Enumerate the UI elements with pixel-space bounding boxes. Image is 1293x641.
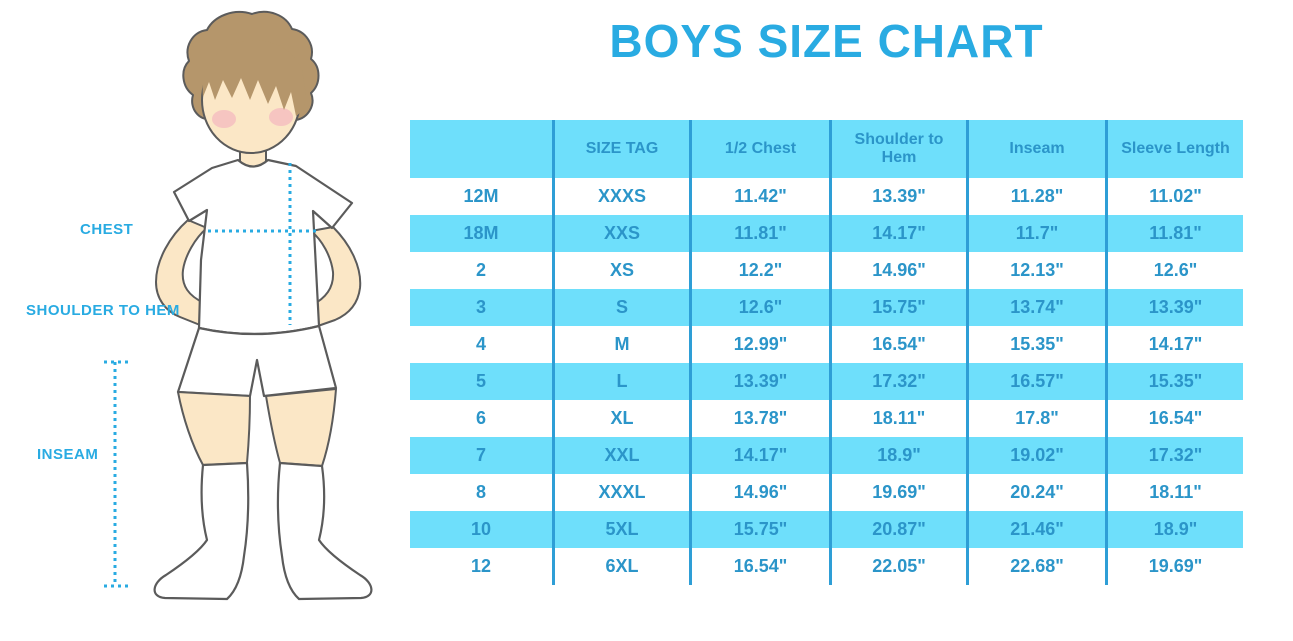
- value-cell: 12.2": [689, 252, 829, 289]
- value-cell: 18.9": [1105, 511, 1243, 548]
- value-cell: 19.02": [966, 437, 1105, 474]
- boy-leg-left: [177, 391, 251, 466]
- value-cell: 5XL: [552, 511, 689, 548]
- value-cell: 15.35": [966, 326, 1105, 363]
- value-cell: 18.11": [1105, 474, 1243, 511]
- value-cell: 14.17": [1105, 326, 1243, 363]
- chest-label: CHEST: [80, 221, 134, 238]
- value-cell: 11.02": [1105, 178, 1243, 215]
- value-cell: 22.05": [829, 548, 966, 585]
- value-cell: M: [552, 326, 689, 363]
- value-cell: 17.32": [1105, 437, 1243, 474]
- value-cell: XXS: [552, 215, 689, 252]
- size-cell: 4: [475, 334, 486, 355]
- value-cell: 12.13": [966, 252, 1105, 289]
- size-cell: 12: [470, 556, 492, 577]
- shoulder-to-hem-label: SHOULDER TO HEM: [26, 302, 180, 319]
- column-header: Sleeve Length: [1105, 120, 1243, 178]
- value-cell: 16.57": [966, 363, 1105, 400]
- value-cell: 11.28": [966, 178, 1105, 215]
- value-cell: L: [552, 363, 689, 400]
- value-cell: 13.39": [689, 363, 829, 400]
- blush-left: [212, 110, 236, 128]
- size-cell: 5: [410, 363, 552, 400]
- value-cell: 16.54": [829, 326, 966, 363]
- value-cell: 13.39": [1105, 289, 1243, 326]
- size-cell: 8: [475, 482, 486, 503]
- value-cell: 17.8": [966, 400, 1105, 437]
- value-cell: 18.11": [829, 400, 966, 437]
- size-cell: 7: [410, 437, 552, 474]
- value-cell: 14.17": [689, 437, 829, 474]
- inseam-label: INSEAM: [37, 446, 99, 463]
- value-cell: 15.35": [1105, 363, 1243, 400]
- blush-right: [269, 108, 293, 126]
- value-cell: 20.24": [966, 474, 1105, 511]
- value-cell: 11.81": [689, 215, 829, 252]
- value-cell: 15.75": [689, 511, 829, 548]
- value-cell: XXL: [552, 437, 689, 474]
- boy-sock-left: [153, 461, 250, 601]
- value-cell: 11.42": [689, 178, 829, 215]
- size-table: SIZE TAG 1/2 Chest Shoulder to Hem Inseam Sl…: [410, 120, 1243, 585]
- value-cell: 17.32": [829, 363, 966, 400]
- boy-hair-fringe: [202, 40, 306, 116]
- column-header: [410, 120, 552, 178]
- boy-leg-right: [265, 388, 337, 467]
- column-header: Inseam: [966, 120, 1105, 178]
- column-header: 1/2 Chest: [689, 120, 829, 178]
- value-cell: XXXL: [552, 474, 689, 511]
- value-cell: 13.39": [829, 178, 966, 215]
- value-cell: 16.54": [1105, 400, 1243, 437]
- size-cell: 18M: [410, 215, 552, 252]
- size-cell: 6: [475, 408, 486, 429]
- value-cell: 18.9": [829, 437, 966, 474]
- boy-sock-right: [276, 461, 373, 601]
- value-cell: 20.87": [829, 511, 966, 548]
- value-cell: XL: [552, 400, 689, 437]
- value-cell: 19.69": [1105, 548, 1243, 585]
- boy-shorts: [176, 324, 338, 398]
- column-header: SIZE TAG: [552, 120, 689, 178]
- value-cell: 12.99": [689, 326, 829, 363]
- value-cell: 12.6": [689, 289, 829, 326]
- page-title: BOYS SIZE CHART: [609, 15, 1044, 67]
- value-cell: 21.46": [966, 511, 1105, 548]
- value-cell: 19.69": [829, 474, 966, 511]
- value-cell: 11.81": [1105, 215, 1243, 252]
- value-cell: 14.17": [829, 215, 966, 252]
- size-cell: 3: [410, 289, 552, 326]
- value-cell: 22.68": [966, 548, 1105, 585]
- value-cell: 14.96": [689, 474, 829, 511]
- boy-illustration: [104, 10, 373, 601]
- value-cell: 11.7": [966, 215, 1105, 252]
- value-cell: 14.96": [829, 252, 966, 289]
- value-cell: 13.78": [689, 400, 829, 437]
- value-cell: XXXS: [552, 178, 689, 215]
- size-cell: 10: [410, 511, 552, 548]
- column-header: Shoulder to Hem: [829, 120, 966, 178]
- size-cell: 2: [475, 260, 486, 281]
- value-cell: XS: [552, 252, 689, 289]
- value-cell: 6XL: [552, 548, 689, 585]
- value-cell: 12.6": [1105, 252, 1243, 289]
- value-cell: 13.74": [966, 289, 1105, 326]
- value-cell: S: [552, 289, 689, 326]
- inseam-measure-line: [104, 360, 130, 588]
- value-cell: 15.75": [829, 289, 966, 326]
- size-cell: 12M: [463, 186, 499, 207]
- value-cell: 16.54": [689, 548, 829, 585]
